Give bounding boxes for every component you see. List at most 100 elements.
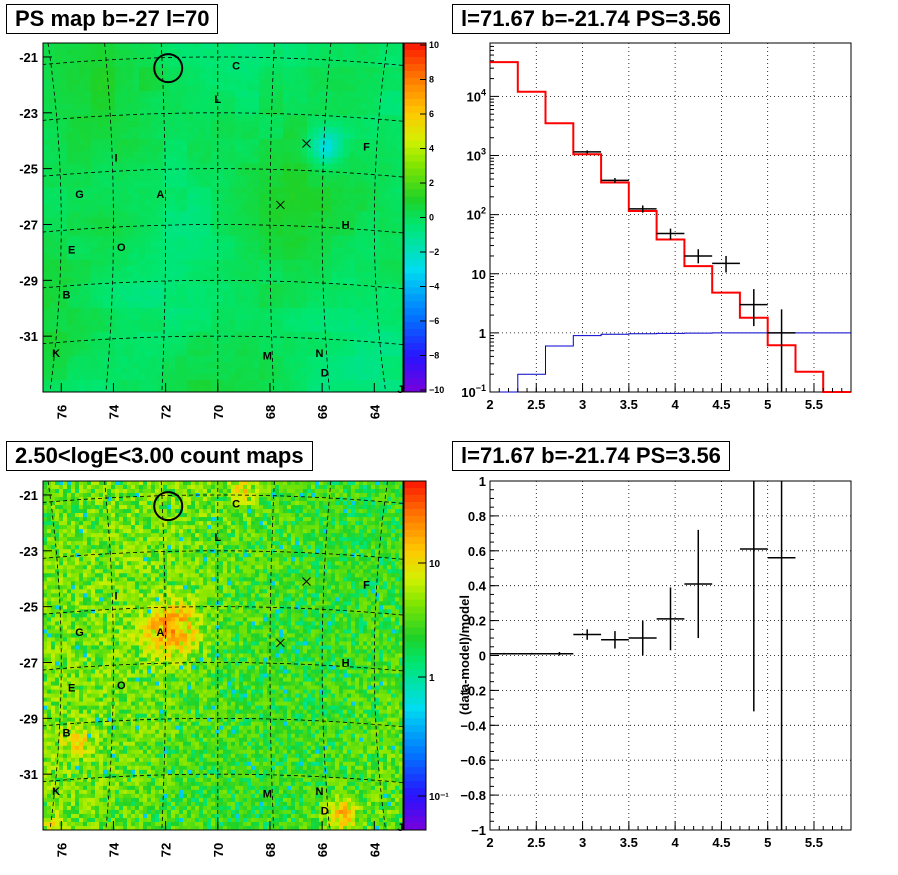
heat-cell xyxy=(301,157,308,164)
heat-cell xyxy=(103,79,110,86)
heat-cell xyxy=(73,277,80,285)
heat-cell xyxy=(163,115,170,122)
heat-cell xyxy=(73,367,80,375)
heat-cell xyxy=(79,361,86,369)
heat-cell xyxy=(379,217,386,225)
count-cell xyxy=(75,493,80,498)
heat-cell xyxy=(379,205,386,212)
count-cell xyxy=(67,513,72,518)
heat-cell xyxy=(163,205,170,212)
heat-cell xyxy=(283,61,290,68)
heat-cell xyxy=(109,343,116,351)
heat-cell xyxy=(91,349,98,357)
count-cell xyxy=(379,537,384,542)
heat-cell xyxy=(61,163,68,170)
heat-cell xyxy=(169,151,176,158)
heat-cell xyxy=(217,43,224,50)
heat-cell xyxy=(259,103,266,110)
count-cell xyxy=(267,521,272,526)
heat-cell xyxy=(355,211,362,218)
heat-cell xyxy=(253,295,260,303)
heat-cell xyxy=(337,169,344,176)
count-cell xyxy=(307,481,312,486)
heat-cell xyxy=(43,355,50,363)
count-cell xyxy=(359,521,364,526)
heat-cell xyxy=(259,379,266,387)
count-cell xyxy=(139,481,144,486)
count-cell xyxy=(291,493,296,498)
heat-cell xyxy=(205,313,212,321)
heat-cell xyxy=(271,361,278,369)
heat-cell xyxy=(367,49,374,56)
count-cell xyxy=(283,485,288,490)
heat-cell xyxy=(223,337,230,345)
heat-cell xyxy=(175,49,182,56)
count-cell xyxy=(179,537,184,542)
heat-cell xyxy=(127,367,134,375)
heat-cell xyxy=(91,355,98,363)
colorbar-tick-label: −4 xyxy=(429,282,439,292)
count-cell xyxy=(111,521,116,526)
heat-cell xyxy=(181,61,188,68)
heat-cell xyxy=(289,247,296,255)
heat-cell xyxy=(127,115,134,122)
heat-cell xyxy=(85,259,92,267)
heat-cell xyxy=(385,379,392,387)
heat-cell xyxy=(199,49,206,56)
count-cell xyxy=(123,481,128,486)
heat-cell xyxy=(391,271,398,279)
heat-cell xyxy=(157,193,164,200)
heat-cell xyxy=(391,343,398,351)
heat-cell xyxy=(379,307,386,315)
count-cell xyxy=(131,541,136,546)
count-cell xyxy=(59,525,64,530)
count-cell xyxy=(219,517,224,522)
count-cell xyxy=(55,517,60,522)
heat-cell xyxy=(49,331,56,339)
heat-cell xyxy=(43,199,50,206)
heat-cell xyxy=(385,175,392,182)
count-cell xyxy=(111,533,116,538)
heat-cell xyxy=(331,91,338,98)
count-cell xyxy=(231,521,236,526)
heat-cell xyxy=(61,283,68,291)
heat-cell xyxy=(193,241,200,249)
heat-cell xyxy=(325,73,332,80)
heat-cell xyxy=(319,295,326,303)
heat-cell xyxy=(253,181,260,188)
heat-cell xyxy=(133,259,140,267)
count-cell xyxy=(283,517,288,522)
heat-cell xyxy=(295,127,302,134)
heat-cell xyxy=(175,73,182,80)
heat-cell xyxy=(109,49,116,56)
heat-cell xyxy=(385,145,392,152)
heat-cell xyxy=(133,181,140,188)
heat-cell xyxy=(289,343,296,351)
heat-cell xyxy=(85,379,92,387)
heat-cell xyxy=(379,379,386,387)
heat-cell xyxy=(79,385,86,393)
source-label-l: L xyxy=(214,94,221,106)
heat-cell xyxy=(373,139,380,146)
count-cell xyxy=(319,485,324,490)
heat-cell xyxy=(277,265,284,273)
heat-cell xyxy=(247,73,254,80)
heat-cell xyxy=(55,349,62,357)
heat-cell xyxy=(379,253,386,261)
count-cell xyxy=(67,529,72,534)
heat-cell xyxy=(115,79,122,86)
heat-cell xyxy=(199,247,206,255)
heat-cell xyxy=(181,265,188,273)
heat-cell xyxy=(85,79,92,86)
heat-cell xyxy=(289,43,296,50)
heat-cell xyxy=(391,307,398,315)
heat-cell xyxy=(349,229,356,237)
heat-cell xyxy=(55,265,62,273)
count-cell xyxy=(259,533,264,538)
heat-cell xyxy=(385,313,392,321)
count-cell xyxy=(91,485,96,490)
heat-cell xyxy=(163,265,170,273)
heat-cell xyxy=(223,361,230,369)
colorbar-segment xyxy=(404,364,426,372)
